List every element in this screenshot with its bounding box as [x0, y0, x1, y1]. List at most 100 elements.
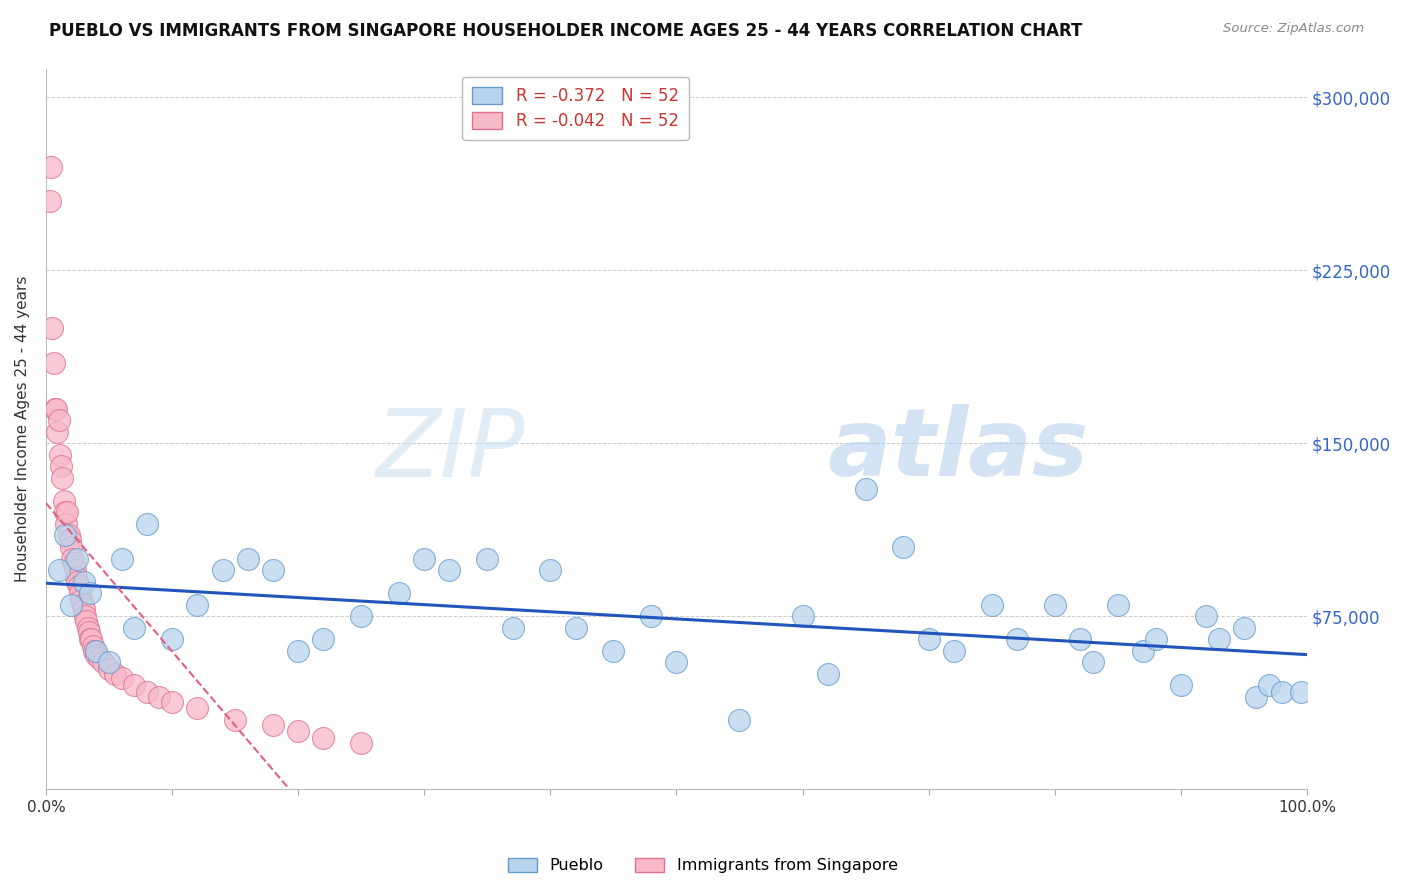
- Point: [135, 685, 157, 699]
- Point: [72, 598, 94, 612]
- Point: [1271, 685, 1294, 699]
- Point: [1144, 632, 1167, 647]
- Point: [224, 713, 246, 727]
- Point: [55, 516, 77, 531]
- Point: [46, 425, 69, 439]
- Text: PUEBLO VS IMMIGRANTS FROM SINGAPORE HOUSEHOLDER INCOME AGES 25 - 44 YEARS CORREL: PUEBLO VS IMMIGRANTS FROM SINGAPORE HOUS…: [49, 22, 1083, 40]
- Point: [111, 551, 134, 566]
- Point: [287, 724, 309, 739]
- Point: [135, 516, 157, 531]
- Point: [1081, 656, 1104, 670]
- Point: [186, 701, 208, 715]
- Point: [75, 614, 97, 628]
- Point: [602, 644, 624, 658]
- Point: [56, 505, 79, 519]
- Point: [83, 644, 105, 658]
- Point: [1289, 685, 1312, 699]
- Text: Source: ZipAtlas.com: Source: ZipAtlas.com: [1223, 22, 1364, 36]
- Point: [73, 602, 96, 616]
- Point: [160, 694, 183, 708]
- Point: [76, 621, 98, 635]
- Point: [1233, 621, 1256, 635]
- Point: [1208, 632, 1230, 647]
- Point: [1107, 598, 1129, 612]
- Point: [80, 632, 103, 647]
- Point: [79, 586, 101, 600]
- Point: [45, 401, 67, 416]
- Point: [122, 678, 145, 692]
- Point: [312, 632, 335, 647]
- Point: [51, 471, 73, 485]
- Point: [59, 533, 82, 547]
- Point: [160, 632, 183, 647]
- Point: [917, 632, 939, 647]
- Point: [52, 494, 75, 508]
- Point: [86, 644, 108, 658]
- Point: [62, 551, 84, 566]
- Point: [388, 586, 411, 600]
- Legend: R = -0.372   N = 52, R = -0.042   N = 52: R = -0.372 N = 52, R = -0.042 N = 52: [463, 77, 689, 140]
- Point: [1069, 632, 1091, 647]
- Point: [49, 448, 72, 462]
- Point: [60, 540, 83, 554]
- Point: [41, 321, 63, 335]
- Point: [63, 563, 86, 577]
- Point: [66, 551, 89, 566]
- Point: [640, 609, 662, 624]
- Point: [39, 160, 62, 174]
- Point: [817, 666, 839, 681]
- Point: [53, 505, 76, 519]
- Point: [1170, 678, 1192, 692]
- Text: ZIP: ZIP: [375, 405, 524, 496]
- Point: [1043, 598, 1066, 612]
- Point: [70, 593, 93, 607]
- Point: [1246, 690, 1268, 704]
- Point: [665, 656, 688, 670]
- Point: [79, 632, 101, 647]
- Point: [350, 736, 373, 750]
- Point: [1258, 678, 1281, 692]
- Point: [69, 586, 91, 600]
- Point: [564, 621, 586, 635]
- Legend: Pueblo, Immigrants from Singapore: Pueblo, Immigrants from Singapore: [502, 851, 904, 880]
- Point: [58, 528, 80, 542]
- Point: [62, 556, 84, 570]
- Point: [44, 401, 66, 416]
- Point: [98, 662, 121, 676]
- Point: [48, 413, 70, 427]
- Point: [262, 717, 284, 731]
- Point: [48, 563, 70, 577]
- Point: [893, 540, 915, 554]
- Point: [82, 639, 104, 653]
- Point: [312, 731, 335, 746]
- Point: [49, 459, 72, 474]
- Point: [350, 609, 373, 624]
- Point: [980, 598, 1002, 612]
- Point: [287, 644, 309, 658]
- Point: [38, 194, 60, 208]
- Point: [53, 528, 76, 542]
- Point: [1195, 609, 1218, 624]
- Y-axis label: Householder Income Ages 25 - 44 years: Householder Income Ages 25 - 44 years: [15, 276, 30, 582]
- Point: [66, 574, 89, 589]
- Point: [73, 574, 96, 589]
- Point: [111, 672, 134, 686]
- Point: [104, 666, 127, 681]
- Point: [262, 563, 284, 577]
- Point: [186, 598, 208, 612]
- Point: [942, 644, 965, 658]
- Point: [60, 598, 83, 612]
- Point: [148, 690, 170, 704]
- Point: [855, 483, 877, 497]
- Point: [538, 563, 561, 577]
- Point: [236, 551, 259, 566]
- Point: [65, 570, 87, 584]
- Point: [87, 650, 110, 665]
- Point: [73, 609, 96, 624]
- Point: [792, 609, 814, 624]
- Point: [67, 579, 90, 593]
- Point: [91, 656, 114, 670]
- Point: [42, 355, 65, 369]
- Point: [98, 656, 121, 670]
- Point: [86, 648, 108, 663]
